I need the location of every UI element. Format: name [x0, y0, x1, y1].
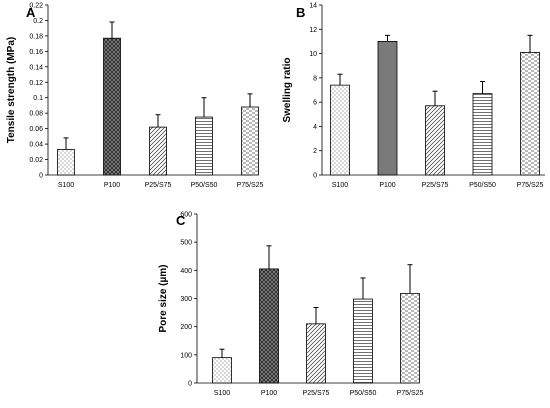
x-tick-label: P75/S25 — [397, 390, 424, 397]
bar-p50-s50 — [353, 298, 373, 384]
y-tick-label: 10 — [309, 51, 317, 58]
bar-s100 — [57, 149, 75, 176]
x-tick-label: P25/S75 — [145, 182, 172, 189]
x-tick-label: P25/S75 — [303, 390, 330, 397]
x-tick-label: P100 — [379, 182, 395, 189]
x-tick-label: P100 — [104, 182, 120, 189]
bar-p75-s25 — [520, 51, 540, 176]
x-tick-label: P75/S25 — [517, 182, 544, 189]
x-tick-label: P50/S50 — [350, 390, 377, 397]
panel-b: B 0 2 4 6 8 10 12 14 Swelling ratio S100 P100 P25/S7… — [282, 3, 545, 189]
y-tick-label: 0.22 — [29, 3, 43, 10]
bar-p75-s25 — [400, 293, 420, 384]
y-tick-label: 100 — [180, 352, 192, 359]
panel-a: A 0 0.02 0.04 0.06 0.08 0.1 0.12 0.14 0.16 0.18 0.2… — [6, 3, 264, 190]
y-tick-label: 200 — [180, 324, 192, 331]
y-tick-label: 0.04 — [29, 142, 43, 149]
y-tick-label: 600 — [180, 212, 192, 219]
panel-c: C 0 100 200 300 400 500 600 Pore size (µm) S100 P1… — [158, 212, 424, 398]
bar-p100 — [377, 41, 398, 176]
y-tick-label: 0.18 — [29, 33, 43, 40]
bar-p25-s75 — [149, 126, 167, 176]
y-tick-label: 0 — [188, 381, 192, 388]
y-tick-label: 0.1 — [33, 95, 43, 102]
bar-p50-s50 — [472, 93, 493, 176]
x-tick-label: S100 — [58, 182, 74, 189]
panel-letter: A — [26, 5, 36, 20]
bar-p100 — [103, 37, 121, 176]
x-tick-label: P75/S25 — [237, 182, 264, 189]
y-axis-label: Tensile strength (MPa) — [6, 37, 17, 144]
y-tick-label: 400 — [180, 268, 192, 275]
x-tick-label: S100 — [214, 390, 230, 397]
x-tick-label: P50/S50 — [469, 182, 496, 189]
y-tick-label: 500 — [180, 240, 192, 247]
y-tick-label: 0.12 — [29, 80, 43, 87]
bar-p100 — [259, 268, 279, 384]
x-tick-label: S100 — [332, 182, 348, 189]
y-tick-label: 2 — [313, 148, 317, 155]
panel-letter: C — [176, 213, 186, 228]
y-tick-label: 0.2 — [33, 18, 43, 25]
x-tick-label: P50/S50 — [191, 182, 218, 189]
y-axis-label: Pore size (µm) — [158, 264, 169, 332]
y-tick-label: 12 — [309, 27, 317, 34]
bar-p25-s75 — [306, 323, 326, 384]
y-tick-label: 0.02 — [29, 157, 43, 164]
bar-p25-s75 — [425, 105, 445, 176]
x-tick-label: P25/S75 — [422, 182, 449, 189]
y-tick-label: 0 — [313, 173, 317, 180]
y-tick-label: 0 — [39, 173, 43, 180]
x-tick-label: P100 — [261, 390, 277, 397]
y-axis-label: Swelling ratio — [282, 57, 293, 122]
bar-s100 — [212, 357, 232, 384]
bar-s100 — [330, 84, 350, 176]
panel-letter: B — [296, 5, 305, 20]
y-tick-label: 8 — [313, 75, 317, 82]
y-tick-label: 14 — [309, 3, 317, 10]
y-tick-label: 300 — [180, 296, 192, 303]
bar-p50-s50 — [195, 116, 213, 176]
y-tick-label: 0.06 — [29, 126, 43, 133]
y-tick-label: 0.16 — [29, 49, 43, 56]
y-tick-label: 4 — [313, 124, 317, 131]
bar-p75-s25 — [241, 106, 259, 176]
y-tick-label: 0.08 — [29, 111, 43, 118]
y-tick-label: 6 — [313, 100, 317, 107]
y-tick-label: 0.14 — [29, 64, 43, 71]
